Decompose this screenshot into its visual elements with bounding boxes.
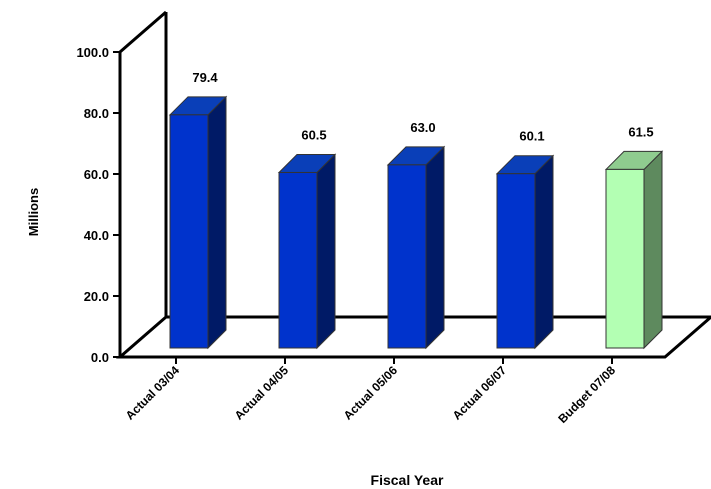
y-tick-label: 0.0 [91, 350, 109, 365]
y-tick-label: 40.0 [84, 228, 109, 243]
bar-value-label: 61.5 [628, 124, 653, 139]
x-axis-title: Fiscal Year [371, 472, 444, 488]
bar [277, 153, 337, 350]
bar-front [605, 168, 645, 349]
chart-frame [115, 10, 711, 359]
bar [604, 150, 664, 350]
bar-value-label: 60.1 [519, 129, 544, 144]
x-tick-label: Actual 03/04 [123, 363, 183, 423]
bar-side [207, 95, 227, 350]
x-tick-label: Actual 06/07 [450, 363, 510, 423]
y-tick-label: 60.0 [84, 167, 109, 182]
bar-front [169, 114, 209, 349]
bar [386, 145, 446, 350]
y-axis-title: Millions [26, 188, 41, 236]
bar-value-label: 60.5 [301, 127, 326, 142]
bar-front [387, 164, 427, 349]
y-axis-ticks: 0.0 20.0 40.0 60.0 80.0 100.0 [76, 45, 120, 365]
floor-plane [115, 315, 711, 359]
bar-value-label: 63.0 [410, 120, 435, 135]
bar [495, 154, 555, 350]
bar [168, 95, 228, 350]
bar-side [425, 145, 445, 350]
x-tick-label: Budget 07/08 [555, 363, 618, 426]
x-tick-label: Actual 05/06 [341, 363, 401, 423]
bar-front [496, 173, 536, 349]
bar-side [534, 154, 554, 350]
bar-value-label: 79.4 [192, 70, 218, 85]
x-axis-ticks: Actual 03/04 Actual 04/05 Actual 05/06 Actu… [123, 357, 618, 426]
y-tick-label: 20.0 [84, 289, 109, 304]
bar-side [316, 153, 336, 350]
top-depth-edge [119, 10, 167, 54]
bar-front [278, 171, 318, 349]
y-tick-label: 80.0 [84, 106, 109, 121]
x-tick-label: Actual 04/05 [232, 363, 292, 423]
bar-side [643, 150, 663, 350]
y-tick-label: 100.0 [76, 45, 109, 60]
bars: 79.4 60.5 63.0 60.1 61.5 [168, 70, 664, 350]
